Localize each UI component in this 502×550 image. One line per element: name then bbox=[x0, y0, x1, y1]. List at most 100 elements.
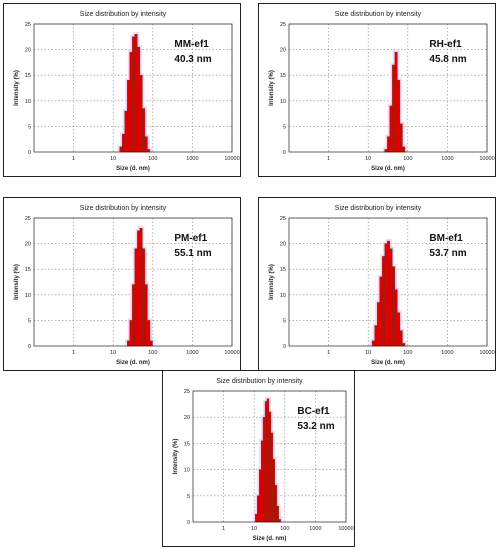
bar bbox=[255, 513, 258, 523]
y-tick-label: 5 bbox=[28, 124, 31, 130]
sample-name-label: BM-ef1 bbox=[429, 233, 463, 244]
x-tick-label: 1 bbox=[72, 350, 75, 356]
size-value-label: 53.2 nm bbox=[297, 421, 334, 432]
bar bbox=[384, 149, 388, 153]
bar bbox=[134, 248, 138, 347]
sample-name-label: BC-ef1 bbox=[297, 406, 330, 417]
bar bbox=[402, 146, 406, 153]
y-tick-label: 0 bbox=[28, 150, 31, 156]
y-tick-label: 15 bbox=[280, 73, 286, 79]
x-tick-label: 1000 bbox=[309, 526, 321, 532]
x-axis-label: Size (d. nm) bbox=[371, 360, 405, 366]
size-value-label: 55.1 nm bbox=[174, 248, 211, 259]
y-tick-label: 20 bbox=[25, 48, 31, 54]
x-tick-label: 10 bbox=[365, 156, 371, 162]
chart-panel-rh: Size distribution by intensity 1 10 100 1000… bbox=[258, 3, 496, 177]
bar bbox=[278, 519, 281, 523]
bar bbox=[257, 495, 260, 523]
y-tick-label: 15 bbox=[25, 267, 31, 273]
bar bbox=[371, 340, 375, 347]
bar bbox=[127, 340, 130, 347]
bar bbox=[276, 506, 279, 523]
y-tick-label: 20 bbox=[280, 48, 286, 54]
bar bbox=[142, 248, 146, 347]
chart-panel-bm: Size distribution by intensity 1 10 100 1000… bbox=[258, 197, 496, 371]
bar bbox=[149, 340, 153, 347]
bars bbox=[125, 226, 155, 347]
size-value-label: 53.7 nm bbox=[429, 248, 466, 259]
bars bbox=[382, 50, 407, 153]
y-axis-label: Intensity (%) bbox=[173, 439, 179, 475]
y-tick-label: 25 bbox=[184, 389, 190, 395]
size-value-label: 45.8 nm bbox=[429, 54, 466, 65]
bar bbox=[132, 284, 136, 347]
x-tick-label: 10 bbox=[110, 350, 116, 356]
bar bbox=[127, 80, 130, 153]
bars bbox=[117, 32, 152, 153]
y-tick-label: 25 bbox=[280, 22, 286, 28]
plot-frame bbox=[33, 217, 233, 347]
bar bbox=[387, 136, 391, 153]
y-axis-label: Intensity (%) bbox=[14, 70, 20, 106]
x-tick-label: 1 bbox=[222, 526, 225, 532]
chart-title: Size distribution by intensity bbox=[216, 378, 303, 385]
y-tick-label: 5 bbox=[283, 318, 286, 324]
x-axis-label: Size (d. nm) bbox=[116, 166, 150, 172]
x-tick-label: 1000 bbox=[441, 350, 453, 356]
bar bbox=[379, 276, 383, 347]
y-tick-label: 20 bbox=[184, 415, 190, 421]
x-tick-label: 100 bbox=[403, 156, 412, 162]
bar bbox=[384, 243, 388, 347]
x-tick-label: 1000 bbox=[441, 156, 453, 162]
bar bbox=[122, 133, 125, 153]
y-tick-label: 20 bbox=[25, 242, 31, 248]
x-tick-label: 1 bbox=[327, 156, 330, 162]
bar bbox=[129, 51, 133, 153]
bar bbox=[374, 325, 378, 347]
y-tick-label: 25 bbox=[25, 22, 31, 28]
y-tick-label: 25 bbox=[25, 216, 31, 222]
x-tick-label: 100 bbox=[148, 350, 157, 356]
bar bbox=[377, 302, 380, 347]
bar bbox=[129, 320, 133, 347]
chart-panel-bc: Size distribution by intensity 1 10 100 1000… bbox=[162, 370, 355, 547]
bar bbox=[139, 228, 143, 347]
bar bbox=[270, 432, 274, 523]
x-tick-label: 1000 bbox=[186, 350, 198, 356]
x-tick-label: 10000 bbox=[224, 350, 239, 356]
plot-frame bbox=[288, 23, 488, 153]
y-tick-label: 15 bbox=[280, 267, 286, 273]
bar bbox=[147, 149, 151, 153]
sample-name-label: MM-ef1 bbox=[174, 39, 209, 50]
x-axis-label: Size (d. nm) bbox=[371, 166, 405, 172]
x-tick-label: 100 bbox=[403, 350, 412, 356]
chart-panel-mm: Size distribution by intensity 1 10 100 1000… bbox=[3, 3, 241, 177]
x-tick-label: 100 bbox=[148, 156, 157, 162]
y-tick-label: 0 bbox=[187, 520, 190, 526]
plot-frame bbox=[288, 217, 488, 347]
bar bbox=[272, 458, 275, 523]
y-tick-label: 10 bbox=[25, 99, 31, 105]
x-axis-label: Size (d. nm) bbox=[253, 536, 287, 542]
bars bbox=[253, 396, 283, 523]
bar bbox=[266, 398, 270, 523]
x-tick-label: 1 bbox=[327, 350, 330, 356]
sample-name-label: RH-ef1 bbox=[429, 39, 462, 50]
bars bbox=[370, 239, 407, 347]
x-tick-label: 10 bbox=[365, 350, 371, 356]
x-tick-label: 1000 bbox=[186, 156, 198, 162]
x-tick-label: 10000 bbox=[479, 156, 494, 162]
bar bbox=[274, 485, 277, 523]
bar bbox=[137, 230, 141, 347]
y-tick-label: 10 bbox=[280, 293, 286, 299]
bar bbox=[261, 440, 264, 523]
y-axis-label: Intensity (%) bbox=[269, 264, 275, 300]
plot-frame bbox=[192, 390, 347, 523]
bar bbox=[132, 36, 136, 153]
bar bbox=[397, 312, 401, 347]
bar bbox=[392, 266, 396, 347]
